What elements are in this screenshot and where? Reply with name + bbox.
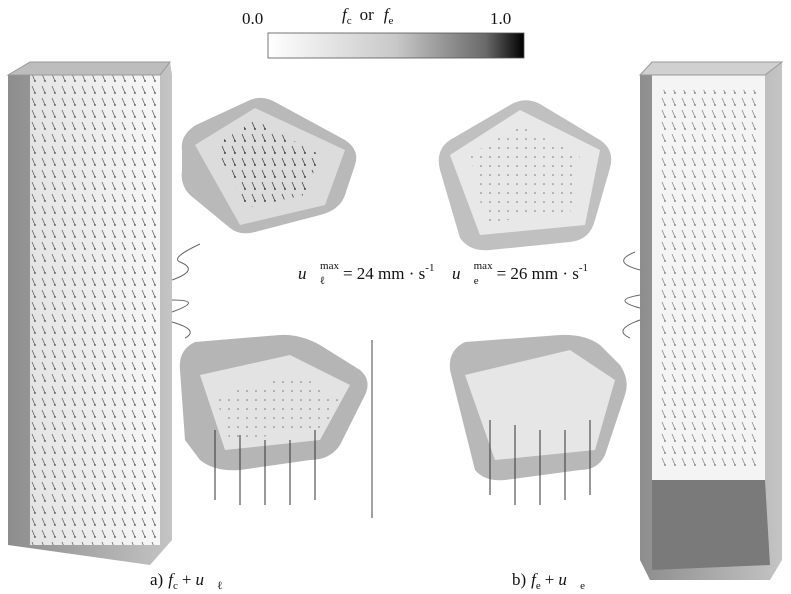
subscript: e [536, 580, 541, 592]
plus: + [182, 570, 192, 589]
vector: u⃗ [298, 264, 320, 283]
subscript: e [580, 580, 585, 592]
vector: u⃗ [558, 570, 580, 589]
vector: u⃗ [452, 264, 474, 283]
exponent: -1 [425, 262, 434, 274]
prefix: a) [150, 570, 163, 589]
vector: u⃗ [195, 570, 217, 589]
subscript: e [474, 275, 479, 287]
subscript: c [173, 580, 178, 592]
figure: 0.0 1.0 fcorfe [0, 0, 791, 594]
left-column [8, 62, 172, 565]
exponent: -1 [579, 262, 588, 274]
velocity-label: u⃗ℓ max = 24 mm · s-1 [298, 260, 434, 287]
caption: a)fc+u⃗ℓ [150, 570, 222, 592]
left-bottom-slice [180, 335, 368, 505]
superscript: max [320, 260, 339, 272]
right-top-slice [439, 100, 612, 250]
left-top-slice [182, 98, 357, 233]
colorbar [268, 33, 524, 58]
right-column [640, 62, 782, 580]
colorbar-min: 0.0 [242, 9, 263, 28]
right-bottom-slice [450, 335, 627, 505]
velocity-label: u⃗e max = 26 mm · s-1 [452, 260, 588, 287]
subscript: e [389, 15, 394, 27]
caption: b)fe+u⃗e [512, 570, 585, 592]
value: = 26 mm · s [497, 264, 579, 283]
subscript: c [347, 15, 352, 27]
prefix: b) [512, 570, 526, 589]
plus: + [545, 570, 555, 589]
subscript: ℓ [217, 580, 222, 592]
subscript: ℓ [320, 275, 325, 287]
superscript: max [474, 260, 493, 272]
colorbar-max: 1.0 [490, 9, 511, 28]
value: = 24 mm · s [343, 264, 425, 283]
joiner: or [360, 5, 375, 24]
